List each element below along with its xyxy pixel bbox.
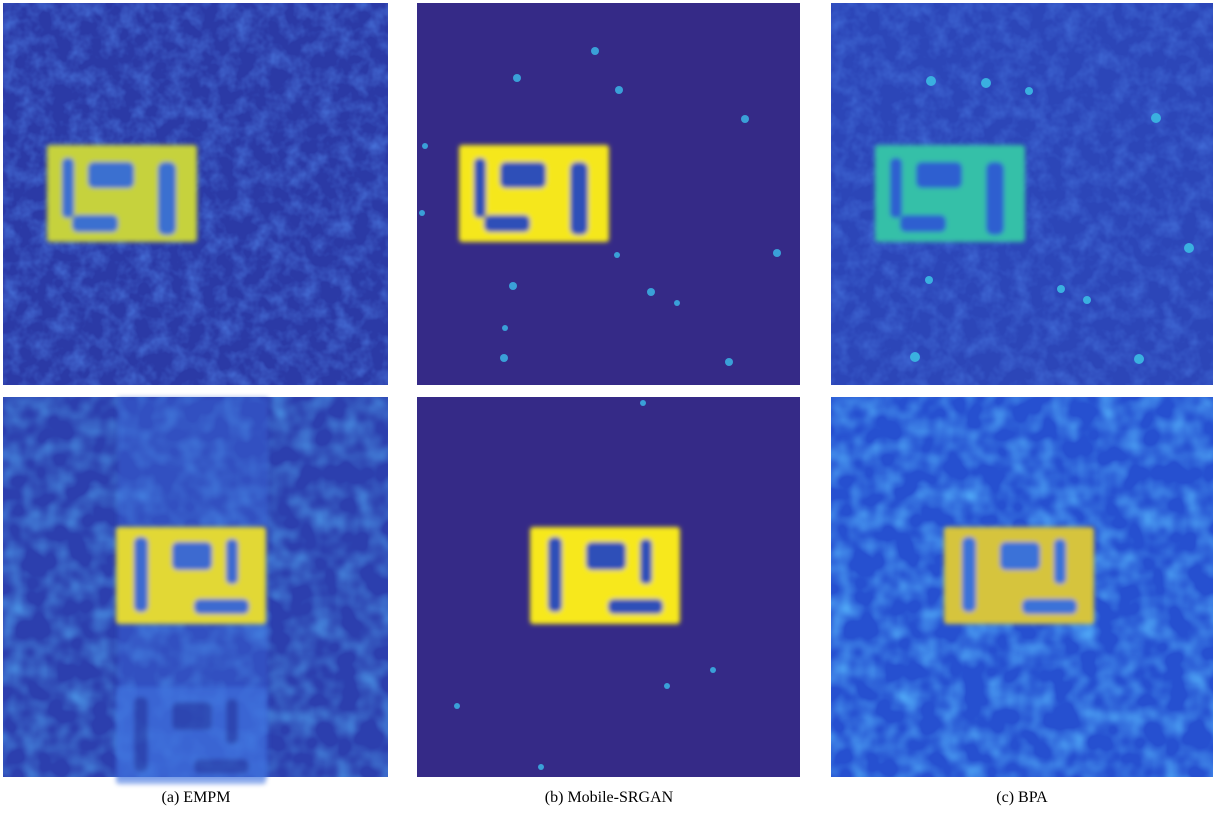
- panel-empm-top: [3, 3, 388, 385]
- caption: (b) Mobile-SRGAN: [545, 789, 674, 806]
- panel-srgan-top: [417, 3, 800, 385]
- caption: (a) EMPM: [162, 789, 231, 806]
- figure: (a) EMPM (b) Mobile-SRGAN (c) BPA: [0, 0, 1215, 814]
- page: {"figure": {"captions": ["(a) EMPM", "(b…: [0, 0, 1215, 814]
- panel-bpa-bottom: [831, 397, 1213, 777]
- panel-srgan-bottom: [417, 397, 800, 777]
- panel-empm-bottom: [3, 397, 388, 784]
- panel-bpa-top: [831, 3, 1213, 385]
- caption: (c) BPA: [996, 789, 1048, 806]
